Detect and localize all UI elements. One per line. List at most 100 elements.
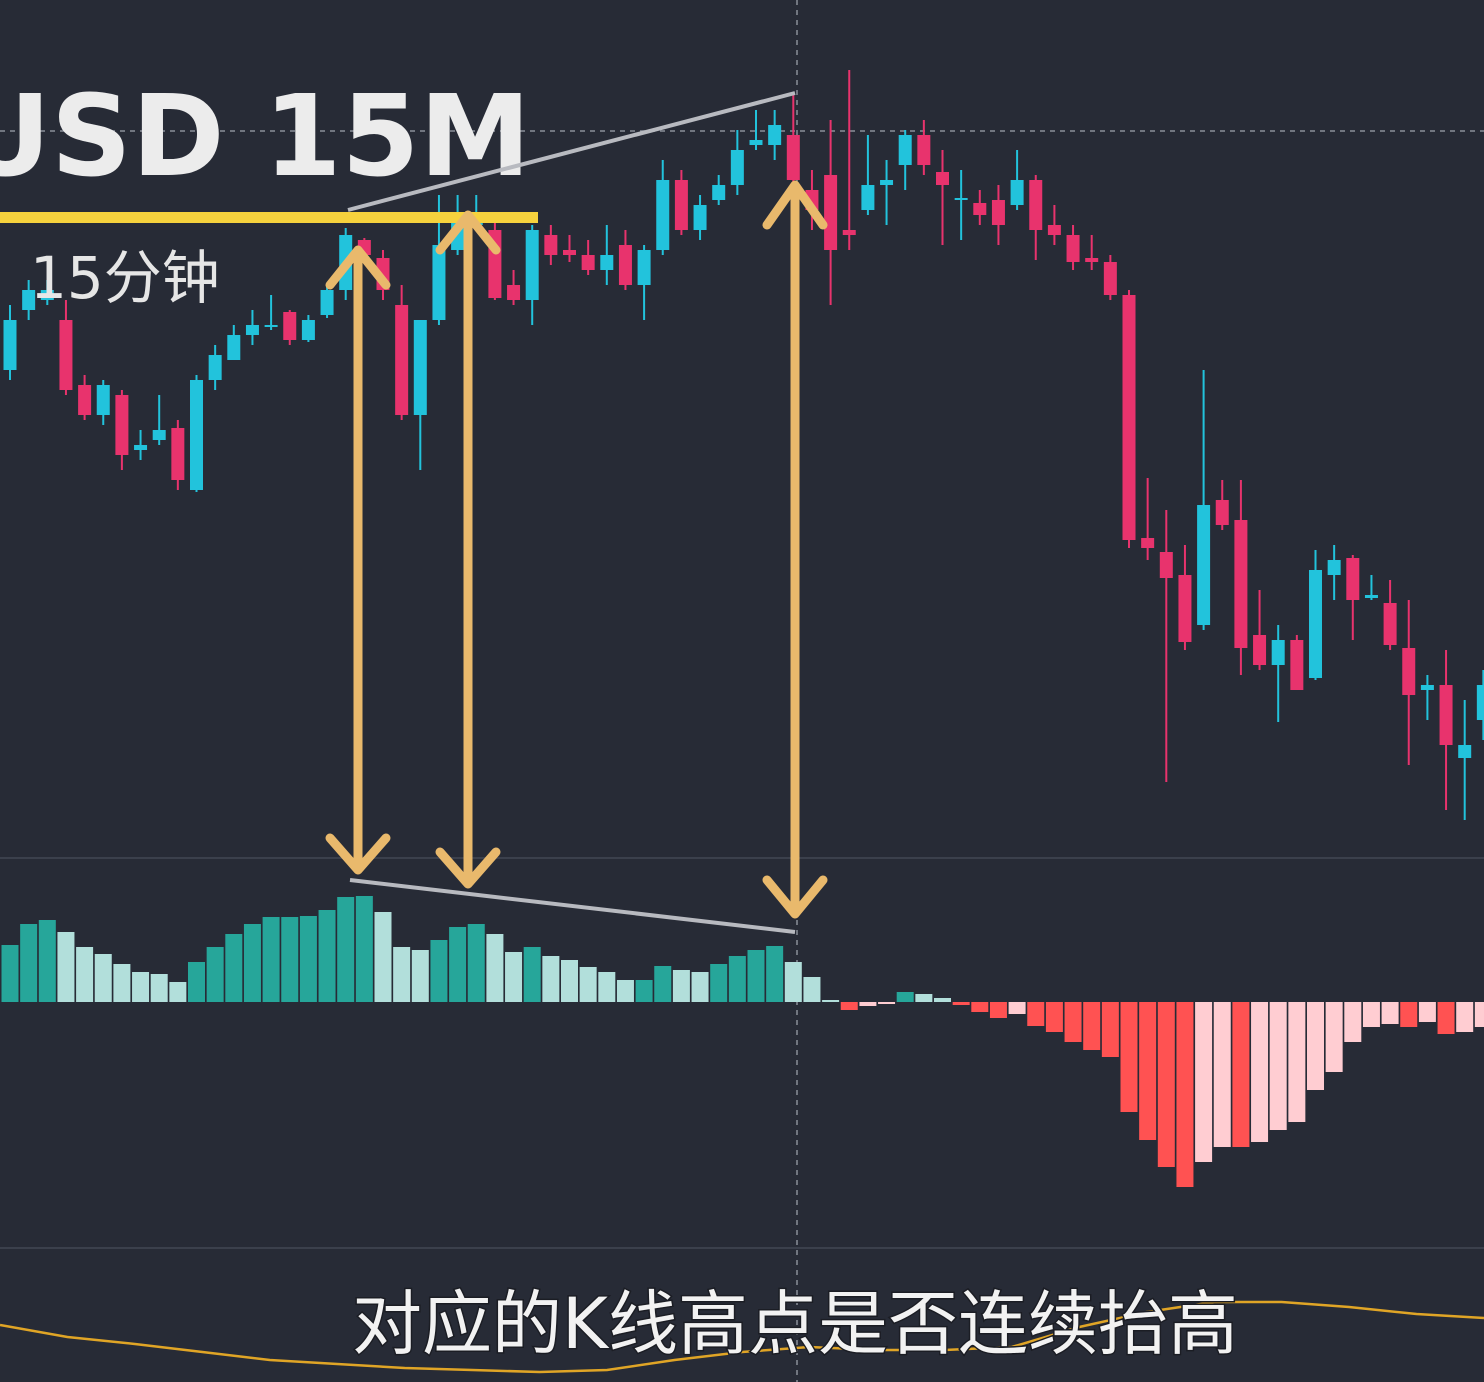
histogram-bar	[150, 974, 168, 1002]
histogram-bar	[1027, 1002, 1045, 1026]
candle-body	[786, 135, 800, 180]
histogram-bar	[1045, 1002, 1063, 1032]
histogram-bar	[374, 912, 392, 1002]
histogram-bar	[411, 950, 429, 1002]
candle-body	[880, 180, 894, 185]
candle-body	[824, 175, 838, 250]
histogram-bar	[989, 1002, 1007, 1018]
candle-body	[991, 200, 1005, 225]
candle-body	[1458, 745, 1472, 758]
candle-body	[190, 380, 203, 490]
histogram-bar	[1325, 1002, 1343, 1072]
candle-body	[749, 140, 763, 145]
subtitle: 15分钟	[30, 244, 220, 312]
histogram-bar	[1307, 1002, 1324, 1090]
candle-body	[3, 320, 17, 370]
histogram-bar	[206, 947, 224, 1002]
candle-body	[152, 430, 166, 440]
histogram-bar	[1344, 1002, 1362, 1042]
histogram-bar	[1381, 1002, 1399, 1024]
candle-body	[1197, 505, 1211, 625]
candle-body	[861, 185, 875, 210]
candle-body	[1346, 558, 1360, 600]
histogram-bar	[896, 992, 914, 1002]
histogram-bar	[878, 1002, 896, 1004]
candle-body	[954, 198, 968, 200]
candle-body	[1178, 575, 1192, 642]
candle-body	[637, 250, 651, 285]
candle-body	[656, 180, 670, 250]
candle-body	[507, 285, 521, 300]
histogram-bar	[393, 947, 411, 1002]
histogram-bar	[1418, 1002, 1436, 1022]
candle-body	[1141, 538, 1155, 548]
histogram-bar	[1213, 1002, 1231, 1147]
histogram-bar	[449, 927, 467, 1002]
trend-line	[349, 878, 796, 934]
histogram-bar	[467, 924, 485, 1002]
histogram-bar	[654, 966, 672, 1002]
candle-body	[1122, 295, 1136, 540]
candle-body	[40, 290, 54, 300]
candle-body	[525, 230, 539, 300]
histogram-bar	[784, 962, 802, 1002]
histogram-bar	[1251, 1002, 1269, 1142]
candle-body	[730, 150, 744, 185]
candle-body	[1215, 500, 1229, 525]
candle-body	[171, 428, 185, 480]
double-arrow	[762, 180, 828, 919]
histogram-bar	[262, 917, 280, 1002]
histogram-bar	[579, 967, 597, 1002]
histogram-bar	[1474, 1002, 1484, 1027]
candle-body	[1420, 685, 1434, 690]
candle-body	[1476, 685, 1484, 720]
candle-body	[395, 305, 409, 415]
candle-body	[1290, 640, 1304, 690]
candle-body	[115, 395, 129, 455]
candle-body	[842, 230, 856, 235]
candle-body	[973, 203, 987, 215]
candle-body	[1047, 225, 1061, 235]
histogram-bar	[1400, 1002, 1418, 1027]
histogram-bar	[1232, 1002, 1250, 1147]
candle-body	[264, 325, 278, 327]
candle-body	[1066, 235, 1080, 262]
candle-body	[1029, 180, 1043, 230]
candle-body	[600, 255, 614, 270]
histogram-bar	[952, 1002, 970, 1005]
histogram-bar	[38, 920, 56, 1002]
highlight-bar	[0, 212, 538, 223]
title: USD 15M	[0, 72, 531, 202]
histogram-bar	[243, 924, 261, 1002]
histogram-bar	[766, 946, 784, 1002]
candle-body	[1234, 520, 1248, 648]
histogram-bar	[1120, 1002, 1138, 1112]
histogram-bar	[20, 924, 38, 1002]
histogram-bar	[1269, 1002, 1287, 1130]
candle-body	[301, 320, 315, 340]
histogram-bar	[598, 972, 616, 1002]
candle-body	[768, 125, 782, 145]
candle-body	[693, 205, 707, 230]
candle-body	[544, 235, 558, 255]
histogram-bar	[1083, 1002, 1101, 1050]
histogram-bar	[188, 962, 205, 1002]
candle-body	[413, 320, 427, 415]
histogram-bar	[1008, 1002, 1026, 1014]
histogram-bar	[822, 1000, 840, 1002]
histogram-bar	[710, 964, 728, 1002]
histogram-bar	[859, 1002, 877, 1006]
candle-body	[1364, 595, 1378, 598]
histogram-bar	[616, 980, 634, 1002]
histogram-bar	[561, 960, 578, 1002]
histogram-bar	[1288, 1002, 1306, 1122]
histogram-bar	[803, 977, 821, 1002]
histogram-bar	[132, 972, 150, 1002]
histogram-bar	[542, 956, 560, 1002]
candle-body	[1402, 648, 1416, 695]
candle-body	[59, 320, 73, 390]
candle-body	[432, 245, 446, 320]
candle-body	[283, 312, 297, 340]
histogram-bar	[337, 897, 355, 1002]
